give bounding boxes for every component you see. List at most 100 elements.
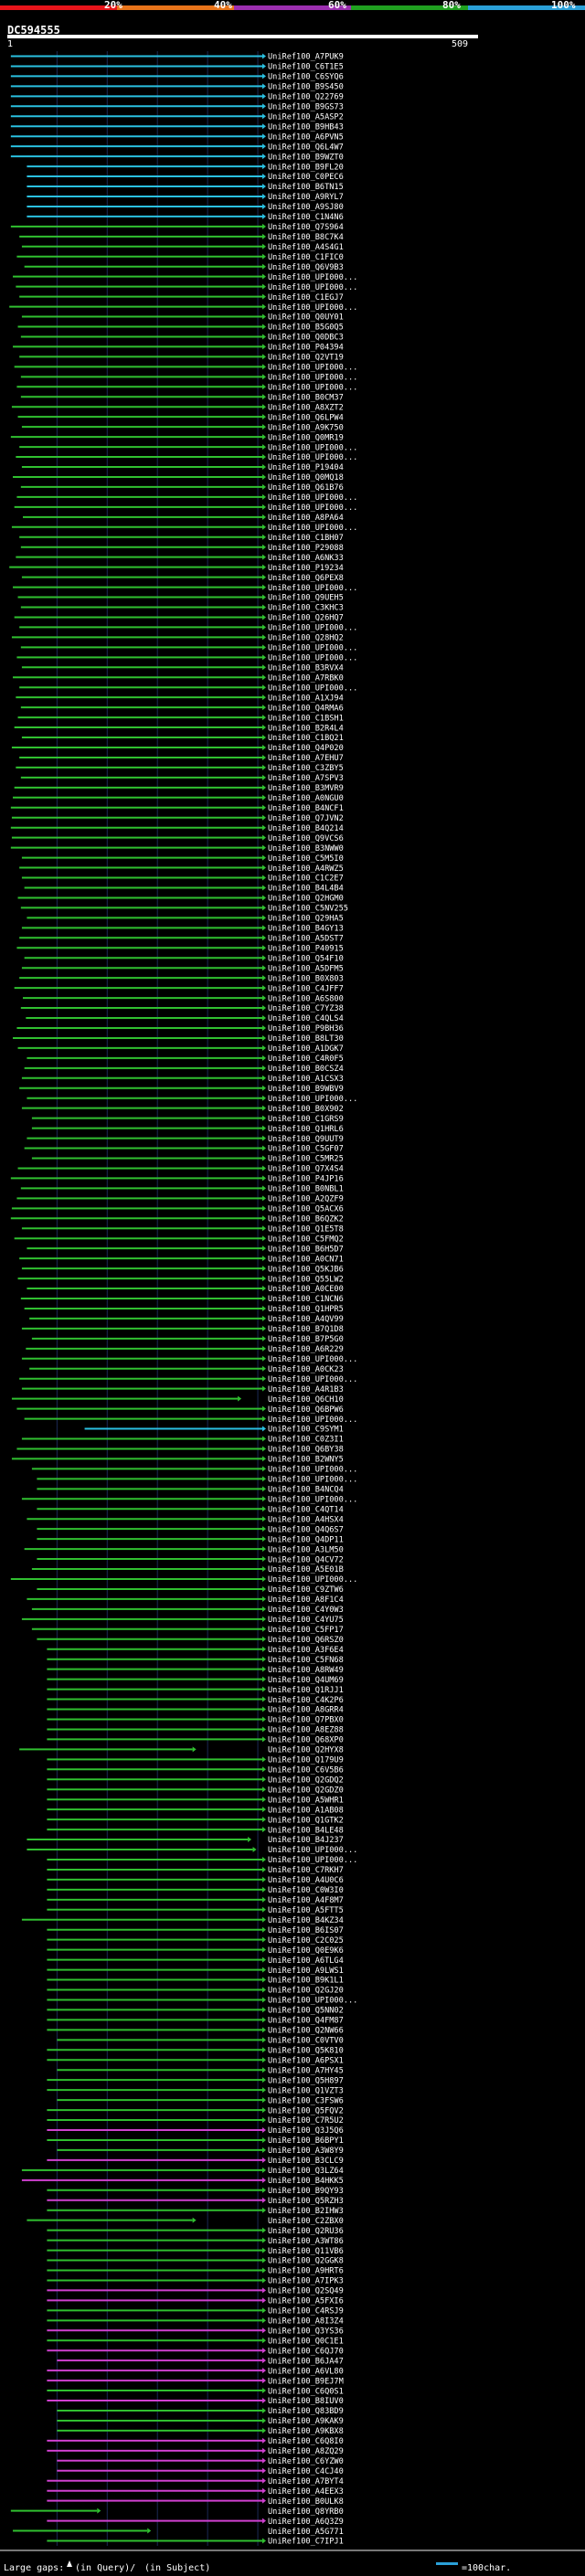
hit-label[interactable]: UniRef100_UPI000... — [268, 684, 357, 693]
hit-label[interactable]: UniRef100_P04394 — [268, 344, 344, 353]
hit-label[interactable]: UniRef100_C6SYQ6 — [268, 73, 344, 82]
hit-label[interactable]: UniRef100_Q6BPW6 — [268, 1405, 344, 1415]
hit-label[interactable]: UniRef100_Q29HA5 — [268, 915, 344, 924]
hit-label[interactable]: UniRef100_UPI000... — [268, 443, 357, 452]
hit-label[interactable]: UniRef100_B4NCF1 — [268, 804, 344, 813]
hit-label[interactable]: UniRef100_Q2GGK8 — [268, 2257, 344, 2266]
hit-label[interactable]: UniRef100_Q6CH10 — [268, 1395, 344, 1405]
hit-label[interactable]: UniRef100_UPI000... — [268, 1856, 357, 1865]
hit-label[interactable]: UniRef100_C3FSW6 — [268, 2096, 344, 2105]
hit-label[interactable]: UniRef100_C0PEC6 — [268, 173, 344, 182]
hit-label[interactable]: UniRef100_C6T1E5 — [268, 63, 344, 72]
hit-label[interactable]: UniRef100_Q6L4W7 — [268, 143, 344, 152]
hit-label[interactable]: UniRef100_UPI000... — [268, 1476, 357, 1485]
hit-label[interactable]: UniRef100_B3RVX4 — [268, 663, 344, 673]
hit-label[interactable]: UniRef100_C1FIC0 — [268, 253, 344, 262]
hit-label[interactable]: UniRef100_Q5KJB6 — [268, 1265, 344, 1274]
hit-label[interactable]: UniRef100_A0NGU0 — [268, 794, 344, 803]
hit-label[interactable]: UniRef100_Q1HPR5 — [268, 1305, 344, 1314]
hit-label[interactable]: UniRef100_Q2SQ49 — [268, 2287, 344, 2296]
hit-label[interactable]: UniRef100_UPI000... — [268, 1495, 357, 1504]
hit-label[interactable]: UniRef100_A0CN71 — [268, 1255, 344, 1264]
hit-label[interactable]: UniRef100_C9ZTW6 — [268, 1585, 344, 1595]
hit-label[interactable]: UniRef100_Q1RJJ1 — [268, 1686, 344, 1695]
hit-label[interactable]: UniRef100_C5FP17 — [268, 1626, 344, 1635]
hit-label[interactable]: UniRef100_Q22769 — [268, 93, 344, 102]
hit-label[interactable]: UniRef100_A6PSX1 — [268, 2056, 344, 2065]
hit-label[interactable]: UniRef100_UPI000... — [268, 1997, 357, 2006]
hit-label[interactable]: UniRef100_B0NBL1 — [268, 1185, 344, 1194]
hit-label[interactable]: UniRef100_A6NK33 — [268, 554, 344, 563]
hit-label[interactable]: UniRef100_UPI000... — [268, 1466, 357, 1475]
hit-label[interactable]: UniRef100_A8EZ88 — [268, 1726, 344, 1735]
hit-label[interactable]: UniRef100_UPI000... — [268, 383, 357, 392]
hit-label[interactable]: UniRef100_C7IPJ1 — [268, 2538, 344, 2546]
hit-label[interactable]: UniRef100_A4QV99 — [268, 1315, 344, 1324]
hit-label[interactable]: UniRef100_C4JFF7 — [268, 984, 344, 993]
hit-label[interactable]: UniRef100_Q1HRL6 — [268, 1125, 344, 1134]
hit-label[interactable]: UniRef100_C4CJ40 — [268, 2467, 344, 2476]
hit-label[interactable]: UniRef100_C6Q0S1 — [268, 2387, 344, 2396]
hit-label[interactable]: UniRef100_C0W3I0 — [268, 1886, 344, 1895]
hit-label[interactable]: UniRef100_C3ZBY5 — [268, 764, 344, 773]
hit-label[interactable]: UniRef100_B4LE48 — [268, 1826, 344, 1835]
hit-label[interactable]: UniRef100_P4JP16 — [268, 1175, 344, 1184]
hit-label[interactable]: UniRef100_Q3J5Q6 — [268, 2126, 344, 2136]
hit-label[interactable]: UniRef100_Q5ACX6 — [268, 1205, 344, 1214]
hit-label[interactable]: UniRef100_B6TN15 — [268, 183, 344, 192]
hit-label[interactable]: UniRef100_A1AB08 — [268, 1806, 344, 1815]
hit-label[interactable]: UniRef100_A4EEX3 — [268, 2487, 344, 2496]
hit-label[interactable]: UniRef100_C4RSJ9 — [268, 2307, 344, 2316]
hit-label[interactable]: UniRef100_A8F1C4 — [268, 1595, 344, 1605]
hit-label[interactable]: UniRef100_Q6PEX8 — [268, 574, 344, 583]
hit-label[interactable]: UniRef100_Q7X4S4 — [268, 1165, 344, 1174]
hit-label[interactable]: UniRef100_P9BH36 — [268, 1024, 344, 1034]
hit-label[interactable]: UniRef100_A4F8M7 — [268, 1896, 344, 1905]
hit-label[interactable]: UniRef100_A5WHR1 — [268, 1796, 344, 1805]
hit-label[interactable]: UniRef100_Q0E9K6 — [268, 1946, 344, 1956]
hit-label[interactable]: UniRef100_A6S800 — [268, 994, 344, 1003]
hit-label[interactable]: UniRef100_B4Q214 — [268, 824, 344, 833]
hit-label[interactable]: UniRef100_A3LM50 — [268, 1545, 344, 1554]
hit-label[interactable]: UniRef100_B9WBV9 — [268, 1085, 344, 1094]
hit-label[interactable]: UniRef100_P19404 — [268, 463, 344, 472]
hit-label[interactable]: UniRef100_C5MR25 — [268, 1155, 344, 1164]
hit-label[interactable]: UniRef100_A1XJ94 — [268, 694, 344, 703]
hit-label[interactable]: UniRef100_UPI000... — [268, 1355, 357, 1364]
hit-label[interactable]: UniRef100_A7BYT4 — [268, 2477, 344, 2486]
hit-label[interactable]: UniRef100_A9RYL7 — [268, 193, 344, 202]
hit-label[interactable]: UniRef100_Q83BD9 — [268, 2407, 344, 2416]
hit-label[interactable]: UniRef100_A3WT86 — [268, 2237, 344, 2246]
hit-label[interactable]: UniRef100_A3W8Y9 — [268, 2147, 344, 2156]
hit-label[interactable]: UniRef100_B0X803 — [268, 974, 344, 983]
hit-label[interactable]: UniRef100_A5E01B — [268, 1565, 344, 1574]
hit-label[interactable]: UniRef100_Q9VCS6 — [268, 834, 344, 843]
hit-label[interactable]: UniRef100_B4J237 — [268, 1836, 344, 1845]
hit-label[interactable]: UniRef100_UPI000... — [268, 584, 357, 593]
hit-label[interactable]: UniRef100_A4S4G1 — [268, 243, 344, 252]
hit-label[interactable]: UniRef100_Q4FM87 — [268, 2017, 344, 2026]
hit-label[interactable]: UniRef100_A4R1B3 — [268, 1385, 344, 1394]
hit-label[interactable]: UniRef100_A0CK23 — [268, 1365, 344, 1374]
hit-label[interactable]: UniRef100_B4L4B4 — [268, 885, 344, 894]
hit-label[interactable]: UniRef100_A8GRR4 — [268, 1706, 344, 1715]
hit-label[interactable]: UniRef100_Q2RU36 — [268, 2227, 344, 2236]
hit-label[interactable]: UniRef100_C4Y0W3 — [268, 1606, 344, 1615]
hit-label[interactable]: UniRef100_A5DST7 — [268, 935, 344, 944]
hit-label[interactable]: UniRef100_B4GY13 — [268, 925, 344, 934]
hit-label[interactable]: UniRef100_Q5K810 — [268, 2046, 344, 2055]
hit-label[interactable]: UniRef100_Q4DP11 — [268, 1535, 344, 1544]
hit-label[interactable]: UniRef100_P29088 — [268, 544, 344, 553]
hit-label[interactable]: UniRef100_A1DGK7 — [268, 1044, 344, 1054]
hit-label[interactable]: UniRef100_Q5FQV2 — [268, 2106, 344, 2115]
hit-label[interactable]: UniRef100_C4QT14 — [268, 1505, 344, 1514]
hit-label[interactable]: UniRef100_A4RWZ5 — [268, 864, 344, 874]
hit-label[interactable]: UniRef100_A7EHU7 — [268, 754, 344, 763]
hit-label[interactable]: UniRef100_A9HRT6 — [268, 2267, 344, 2276]
hit-label[interactable]: UniRef100_A7PUK9 — [268, 53, 344, 62]
hit-label[interactable]: UniRef100_Q0UY01 — [268, 313, 344, 323]
hit-label[interactable]: UniRef100_Q4P020 — [268, 744, 344, 753]
hit-label[interactable]: UniRef100_Q4RMA6 — [268, 704, 344, 713]
hit-label[interactable]: UniRef100_C6V5B6 — [268, 1766, 344, 1776]
hit-label[interactable]: UniRef100_C7RKH7 — [268, 1866, 344, 1875]
